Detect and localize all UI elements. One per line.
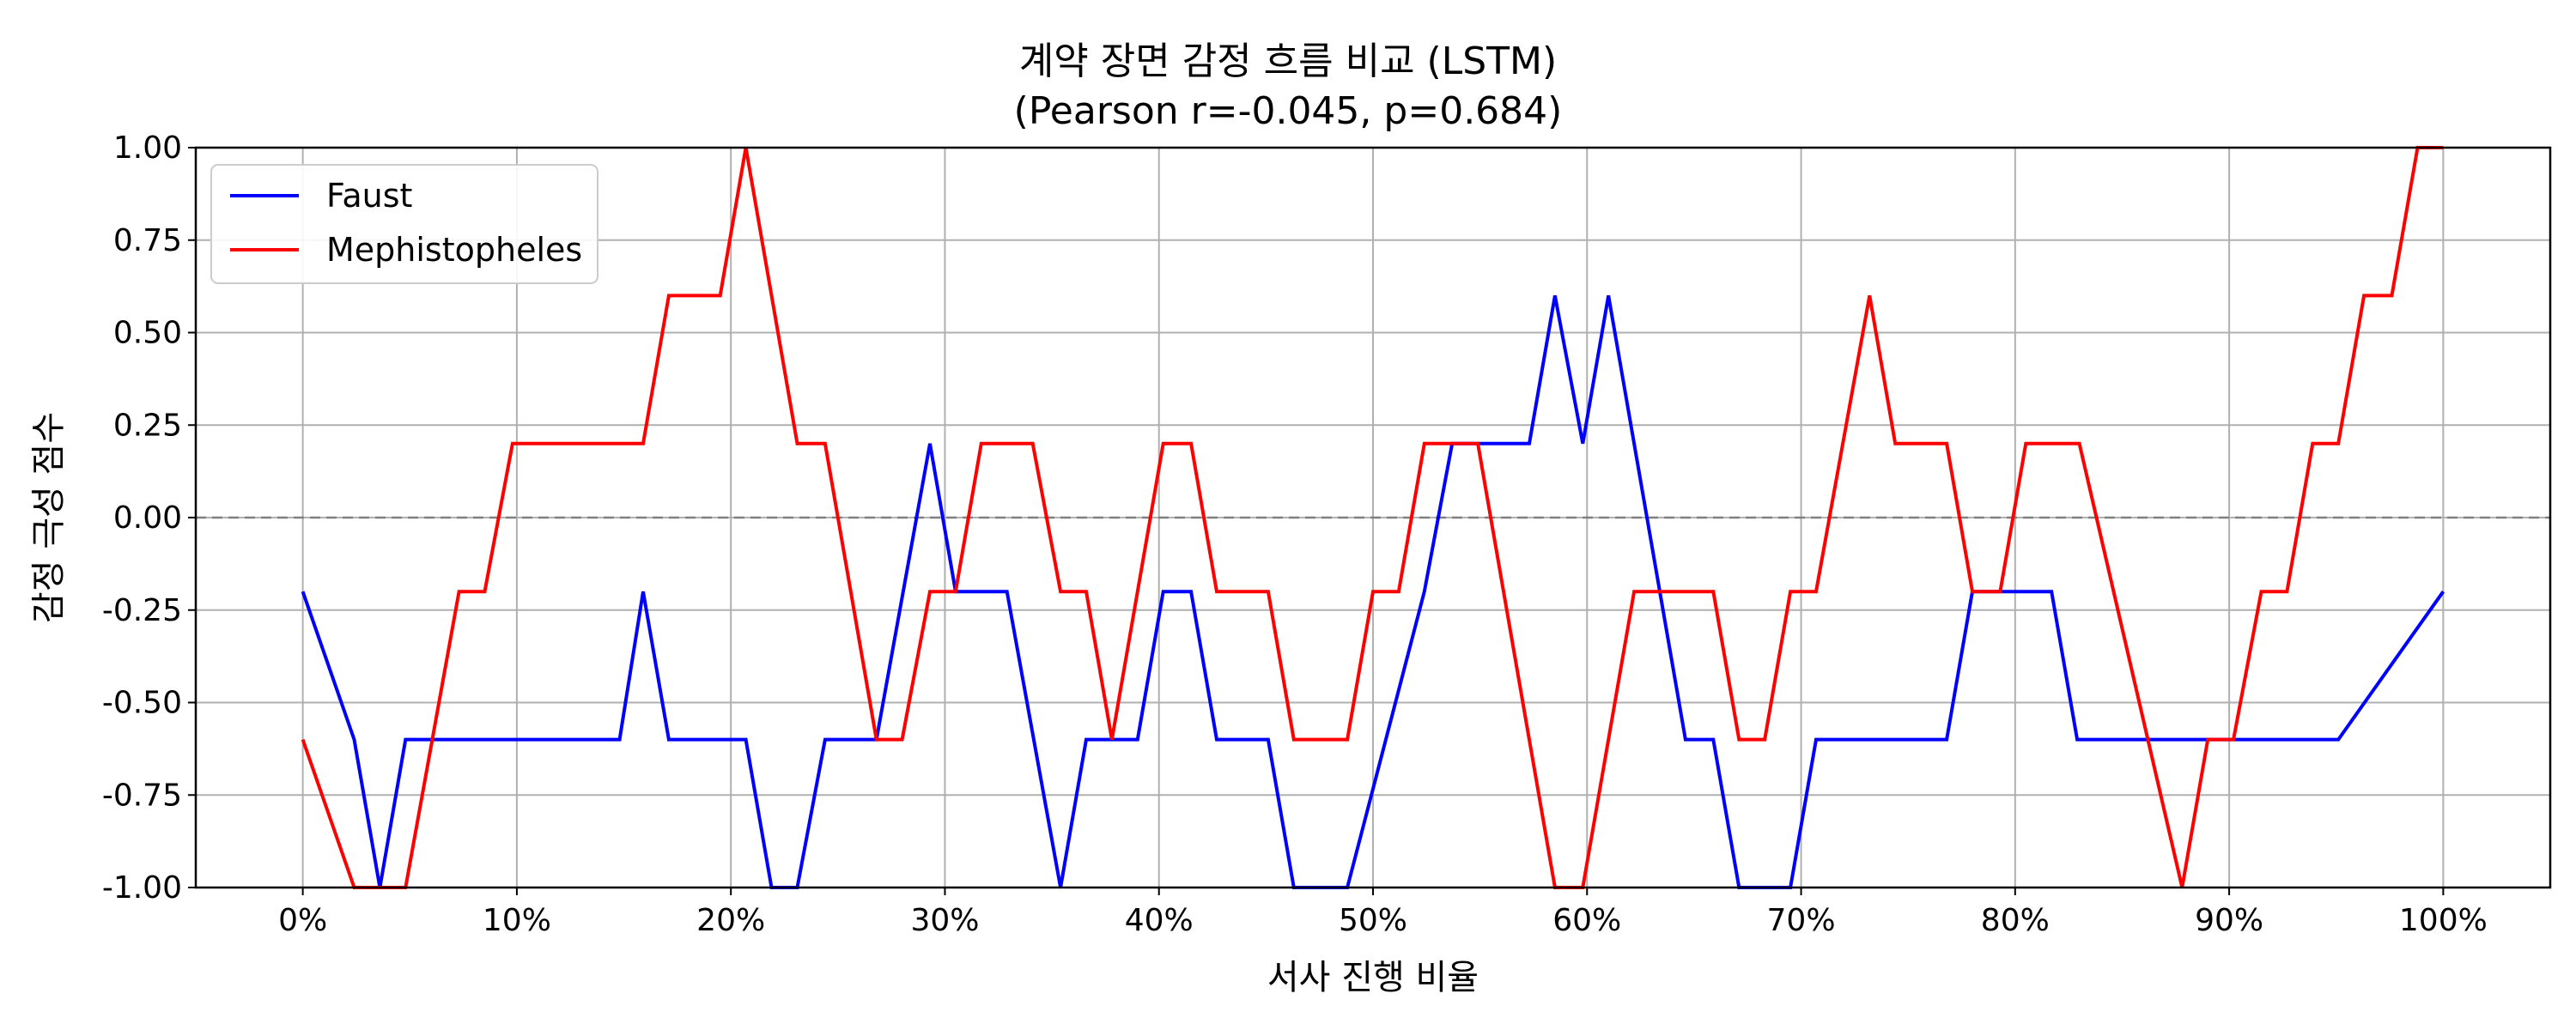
x-tick-label: 0% — [278, 903, 327, 938]
legend-label-faust: Faust — [326, 177, 412, 215]
y-tick-label: -0.25 — [102, 593, 182, 628]
x-tick-label: 10% — [483, 903, 551, 938]
chart-subtitle: (Pearson r=-0.045, p=0.684) — [1014, 89, 1563, 133]
x-axis-ticks: 0% 10% 20% 30% 40% 50% 60% 70% 80% 90% 100% — [278, 888, 2488, 938]
x-axis-title: 서사 진행 비율 — [1267, 958, 1479, 997]
x-tick-label: 50% — [1339, 903, 1407, 938]
x-tick-label: 70% — [1767, 903, 1836, 938]
y-tick-label: 0.25 — [113, 408, 182, 443]
y-axis-ticks: -1.00 -0.75 -0.50 -0.25 0.00 0.25 0.50 0.75 1.00 — [102, 130, 196, 906]
x-tick-label: 30% — [910, 903, 979, 938]
legend: Faust Mephistopheles — [210, 164, 598, 284]
y-tick-label: -0.50 — [102, 686, 182, 721]
y-tick-label: 0.50 — [113, 316, 182, 351]
x-tick-label: 100% — [2399, 903, 2488, 938]
x-tick-label: 80% — [1981, 903, 2050, 938]
chart-title: 계약 장면 감정 흐름 비교 (LSTM) — [1019, 39, 1557, 83]
y-axis-title: 감정 극성 점수 — [29, 412, 69, 623]
y-tick-label: 0.75 — [113, 223, 182, 258]
series-line-mephistopheles — [301, 146, 2444, 889]
x-tick-label: 90% — [2195, 903, 2263, 938]
x-tick-label: 60% — [1552, 903, 1621, 938]
y-tick-label: -1.00 — [102, 870, 182, 906]
series-line-faust — [301, 295, 2445, 889]
series-lines — [301, 146, 2445, 889]
x-tick-label: 40% — [1125, 903, 1194, 938]
y-tick-label: 0.00 — [113, 500, 182, 536]
x-tick-label: 20% — [696, 903, 765, 938]
y-tick-label: -0.75 — [102, 778, 182, 813]
legend-label-mephistopheles: Mephistopheles — [326, 231, 582, 269]
y-tick-label: 1.00 — [113, 130, 182, 166]
legend-box — [210, 164, 598, 284]
